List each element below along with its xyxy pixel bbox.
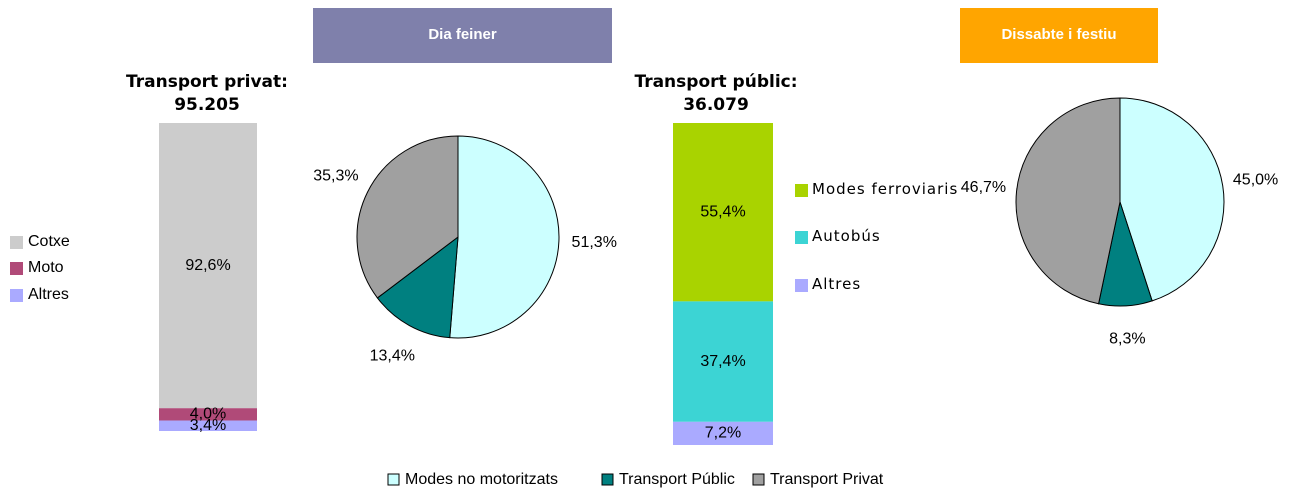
pie-slice	[1119, 97, 1225, 302]
pie-slice	[449, 135, 560, 339]
bar-title: Transport públic:	[634, 72, 797, 92]
value-label: 55,4%	[700, 203, 745, 220]
legend-swatch	[387, 473, 400, 486]
bar-segment	[159, 408, 257, 421]
legend-label: Altres	[812, 275, 862, 293]
legend-swatch	[601, 473, 614, 486]
header-box	[960, 8, 1158, 63]
header-title: Dissabte i festiu	[1001, 26, 1116, 43]
bar-segment	[159, 123, 257, 409]
bar-segment	[673, 421, 773, 445]
legend-label: Altres	[28, 286, 69, 303]
bar-title: Transport privat:	[126, 72, 288, 92]
value-label: 4,0%	[190, 406, 226, 423]
value-label: 13,4%	[370, 348, 415, 365]
value-label: 92,6%	[185, 257, 230, 274]
value-label: 51,3%	[572, 234, 617, 251]
value-label: 8,3%	[1109, 330, 1145, 347]
value-label: 45,0%	[1233, 172, 1278, 189]
bar-segment	[673, 301, 773, 422]
pie-slice	[376, 235, 459, 339]
legend-label: Cotxe	[28, 233, 70, 250]
value-label: 46,7%	[961, 179, 1006, 196]
legend-swatch	[752, 473, 765, 486]
value-label: 37,4%	[700, 353, 745, 370]
bar-segment	[159, 420, 257, 431]
legend-swatch	[795, 184, 808, 197]
legend-swatch	[10, 289, 23, 302]
bar-subtitle: 95.205	[174, 95, 240, 115]
legend-label: Transport Privat	[770, 471, 884, 488]
value-label: 3,4%	[190, 417, 226, 434]
pie-slice	[1015, 97, 1121, 305]
bar-segment	[673, 123, 773, 302]
header-box	[313, 8, 612, 63]
header-title: Dia feiner	[428, 26, 497, 43]
pie-slice	[356, 135, 459, 299]
value-label: 7,2%	[705, 425, 741, 442]
legend-label: Modes ferroviaris	[812, 180, 959, 198]
legend-label: Modes no motoritzats	[405, 471, 558, 488]
legend-swatch	[10, 262, 23, 275]
legend-swatch	[795, 231, 808, 244]
legend-label: Transport Públic	[619, 471, 735, 488]
bar-subtitle: 36.079	[683, 95, 749, 115]
legend-swatch	[10, 236, 23, 249]
legend-label: Moto	[28, 259, 64, 276]
legend-label: Autobús	[812, 227, 881, 245]
legend-swatch	[795, 279, 808, 292]
value-label: 35,3%	[313, 167, 358, 184]
